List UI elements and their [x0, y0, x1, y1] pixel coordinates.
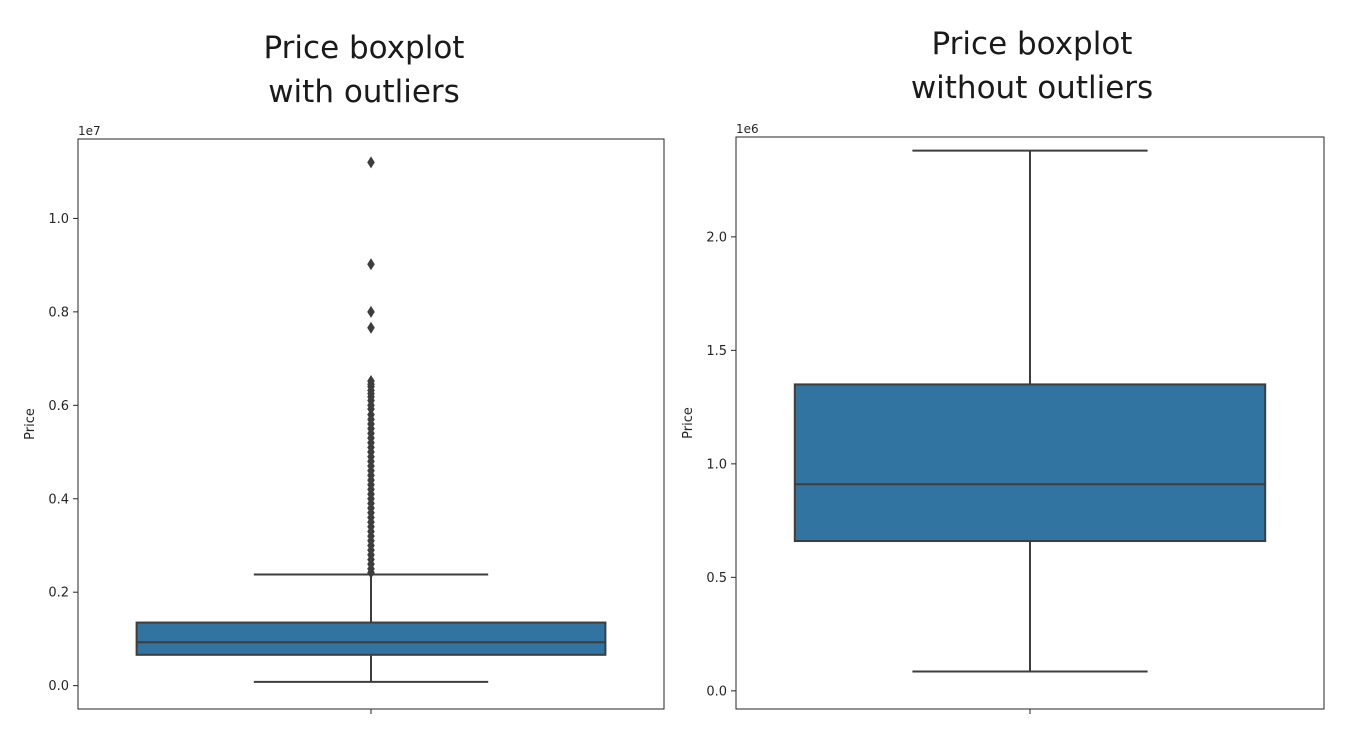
outlier-point — [367, 156, 375, 169]
y-tick-label: 1.0 — [48, 212, 69, 227]
y-tick-label: 0.0 — [706, 684, 727, 699]
outlier-point — [367, 305, 375, 318]
chart-panel-1: 0.0 0.2 0.4 0.6 0.8 1.0 1e7 Price — [23, 124, 665, 714]
chart-title-with-outliers: Price boxplot with outliers — [114, 26, 614, 114]
outlier-point — [367, 566, 375, 579]
axis-offset-label: 1e7 — [78, 124, 101, 138]
y-tick-label: 0.4 — [48, 492, 69, 507]
y-tick-label: 0.2 — [48, 586, 69, 601]
y-tick-label: 0.6 — [48, 399, 69, 414]
y-tick-label: 0.8 — [48, 305, 69, 320]
iqr-box — [135, 621, 607, 656]
y-tick-label: 1.5 — [706, 344, 727, 359]
iqr-box — [793, 383, 1267, 543]
chart-title-line-1: Price boxplot — [931, 26, 1133, 62]
y-axis-label: Price — [681, 407, 696, 439]
y-axis-label: Price — [23, 408, 38, 440]
chart-title-without-outliers: Price boxplot without outliers — [782, 22, 1282, 110]
outlier-point — [367, 258, 375, 271]
chart-title-line-2: with outliers — [268, 74, 460, 110]
y-tick-label: 0.0 — [48, 679, 69, 694]
y-tick-label: 1.0 — [706, 457, 727, 472]
y-tick-label: 2.0 — [706, 230, 727, 245]
chart-panel-2: 0.0 0.5 1.0 1.5 2.0 1e6 Price — [681, 122, 1325, 714]
outlier-point — [367, 321, 375, 334]
chart-title-line-2: without outliers — [910, 70, 1154, 106]
chart-title-line-1: Price boxplot — [263, 30, 465, 66]
axis-offset-label: 1e6 — [736, 122, 759, 136]
y-tick-label: 0.5 — [706, 571, 727, 586]
